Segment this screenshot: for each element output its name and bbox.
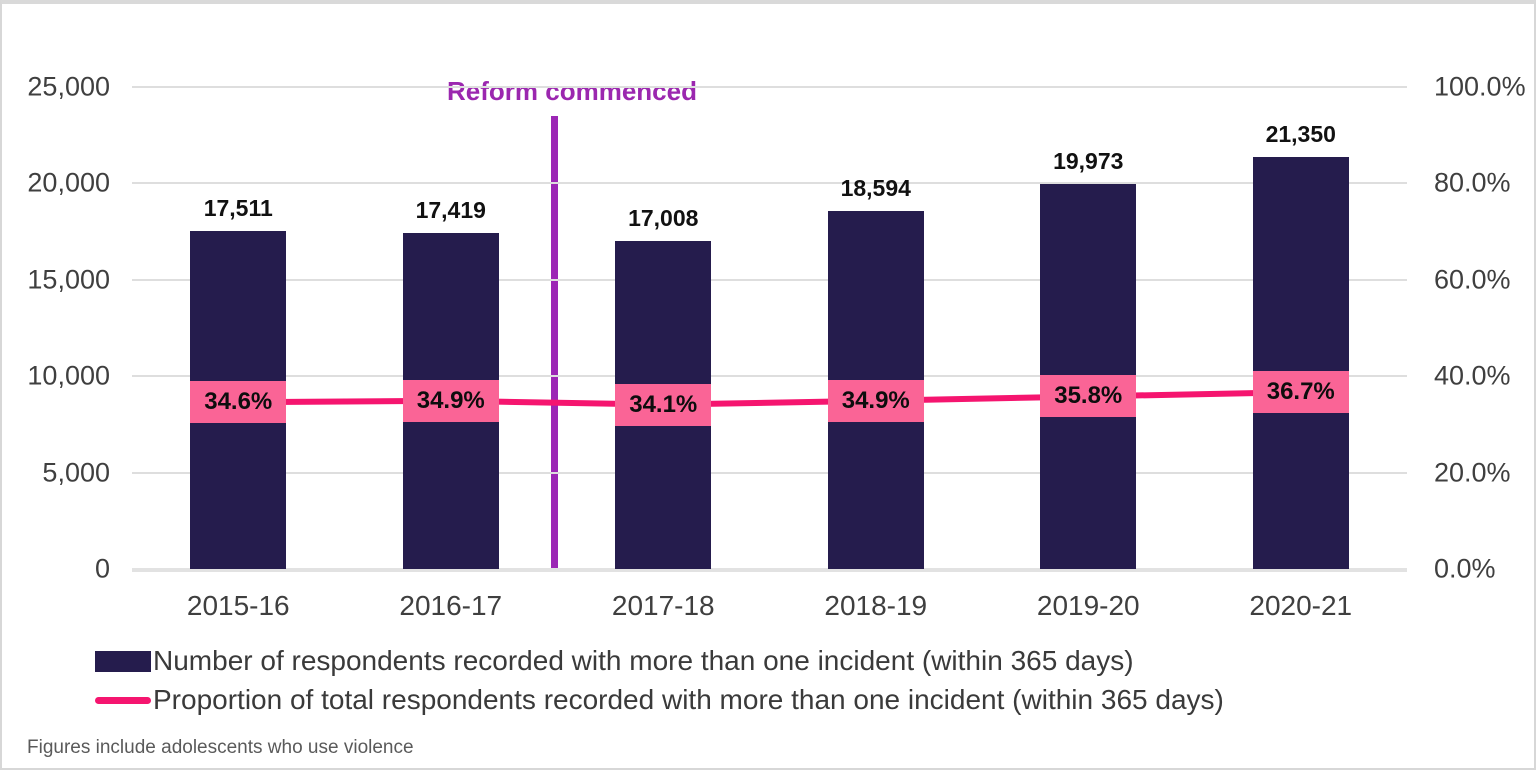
gridline <box>132 182 1407 185</box>
y-axis-tick-left: 20,000 <box>27 167 110 198</box>
line-swatch-icon <box>95 696 151 704</box>
x-axis-label: 2016-17 <box>399 590 503 621</box>
proportion-data-label: 34.9% <box>402 379 499 422</box>
y-axis-tick-right: 100.0% <box>1434 71 1526 102</box>
bar-value-label: 17,008 <box>628 205 699 232</box>
chart-footnote: Figures include adolescents who use viol… <box>27 737 414 758</box>
y-axis-tick-left: 25,000 <box>27 71 110 102</box>
bar-swatch-icon <box>95 650 151 672</box>
bar <box>1252 157 1349 569</box>
gridline <box>132 86 1407 88</box>
bar-value-label: 18,594 <box>840 174 911 201</box>
y-axis-tick-left: 5,000 <box>42 457 110 488</box>
legend-item-bars: Number of respondents recorded with more… <box>95 642 1134 680</box>
proportion-line <box>235 389 1304 408</box>
x-axis-label: 2019-20 <box>1036 590 1140 621</box>
bar-value-label: 17,511 <box>203 195 273 222</box>
legend-label-line: Proportion of total respondents recorded… <box>153 684 1224 715</box>
x-axis-label: 2017-18 <box>611 590 715 621</box>
gridline <box>132 568 1407 572</box>
gridline <box>132 471 1407 474</box>
gridline <box>132 375 1407 378</box>
y-axis-tick-right: 40.0% <box>1434 360 1511 391</box>
proportion-data-label: 34.9% <box>827 379 924 422</box>
x-axis-label: 2018-19 <box>824 590 928 621</box>
bar-value-label: 19,973 <box>1053 147 1124 174</box>
y-axis-tick-right: 80.0% <box>1434 167 1511 198</box>
proportion-data-label: 34.1% <box>615 383 712 426</box>
x-axis-label: 2015-16 <box>186 590 290 621</box>
gridline <box>132 278 1407 281</box>
x-axis-label: 2020-21 <box>1249 590 1353 621</box>
y-axis-tick-left: 15,000 <box>27 264 110 295</box>
y-axis-tick-right: 60.0% <box>1434 264 1511 295</box>
y-axis-tick-right: 20.0% <box>1434 457 1511 488</box>
y-axis-tick-left: 0 <box>94 553 110 584</box>
bar-value-label: 17,419 <box>415 197 486 224</box>
y-axis-tick-left: 10,000 <box>27 360 110 391</box>
proportion-data-label: 35.8% <box>1040 375 1137 418</box>
legend-label-bars: Number of respondents recorded with more… <box>153 645 1134 676</box>
reform-annotation-line <box>551 116 558 569</box>
proportion-data-label: 34.6% <box>190 381 287 424</box>
legend-item-line: Proportion of total respondents recorded… <box>95 681 1224 719</box>
y-axis-tick-right: 0.0% <box>1434 553 1496 584</box>
bar-value-label: 21,350 <box>1265 121 1336 148</box>
reform-annotation-label: Reform commenced <box>447 76 697 106</box>
proportion-data-label: 36.7% <box>1252 371 1349 414</box>
